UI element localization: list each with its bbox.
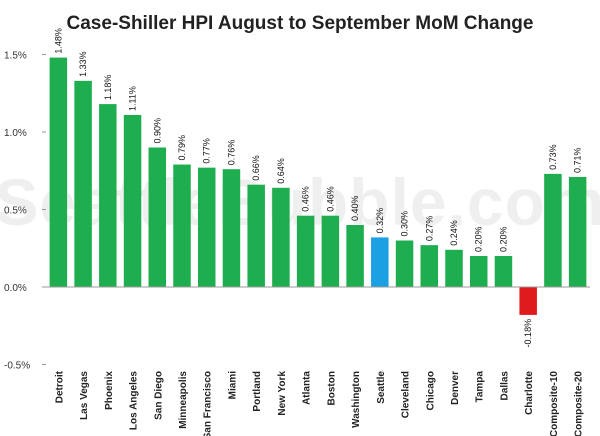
value-label: 0.90% [152,118,162,144]
y-tick-label: 1.5% [4,51,27,62]
category-label: San Diego [153,371,164,420]
category-label: Composite-10 [549,371,560,436]
category-label: Dallas [499,371,510,401]
value-label: 1.48% [53,28,63,54]
chart-title: Case-Shiller HPI August to September MoM… [67,13,534,34]
bar [173,164,191,287]
value-label: 0.46% [325,186,335,212]
bar [247,184,265,287]
bar [445,249,463,287]
value-label: 0.77% [202,138,212,164]
bar [469,256,488,287]
bars-group [49,57,587,315]
bar [371,237,389,287]
category-label: Phoenix [104,371,115,410]
category-labels-group: Detroit Las Vegas Phoenix Los Angeles San Di… [54,370,584,436]
bar [494,256,513,287]
bar [49,57,68,287]
value-label: 0.46% [301,186,311,212]
category-label: Washington [351,371,362,428]
category-label: Boston [326,371,337,405]
value-label: 0.27% [424,216,434,242]
category-label: Chicago [425,371,436,410]
category-label: Los Angeles [129,371,140,431]
bar [197,167,216,287]
bar [123,114,142,287]
value-label: 0.20% [474,226,484,252]
bar [296,215,315,287]
value-labels-group: 1.48% 1.33% 1.18% 1.11% 0.90% 0.79% 0.77% 0.76%… [53,28,582,347]
value-label: 0.66% [251,155,261,181]
value-label: 0.79% [177,135,187,161]
value-label: 0.64% [276,158,286,184]
value-label: 0.73% [548,144,558,170]
value-label: 0.32% [375,208,385,234]
value-label: 1.11% [128,86,138,111]
category-label: Tampa [475,371,486,403]
bar [74,80,92,287]
category-label: New York [277,371,288,416]
category-label: Miami [227,371,238,400]
bar [148,147,167,287]
category-label: Composite-20 [574,371,585,436]
bar [395,240,414,287]
category-label: San Francisco [203,371,214,436]
y-tick-label: -0.5% [4,361,30,372]
category-label: Portland [252,371,263,412]
category-label: Denver [450,371,461,405]
value-label: 1.18% [103,75,113,101]
value-label: -0.18% [523,319,533,348]
value-label: 0.76% [226,140,236,166]
value-label: 0.20% [498,226,508,252]
y-tick-label: 0.5% [4,206,27,217]
bar [272,187,290,287]
y-axis: -0.5% 0.0% 0.5% 1.0% 1.5% [4,51,46,372]
bar [346,225,364,287]
value-label: 1.33% [78,51,88,77]
bar [519,287,537,315]
category-label: Minneapolis [178,371,189,429]
category-label: Cleveland [401,371,412,418]
bar [222,169,241,287]
category-label: Atlanta [302,371,313,405]
category-label: Detroit [54,370,65,403]
value-label: 0.24% [449,220,459,246]
y-tick-label: 0.0% [4,283,27,294]
value-label: 0.71% [573,147,583,173]
bar [544,173,562,287]
bar [420,245,439,287]
category-label: Seattle [376,371,387,404]
category-label: Charlotte [524,371,535,415]
value-label: 0.40% [350,195,360,221]
value-label: 0.30% [400,211,410,237]
bar [321,215,340,287]
category-label: Las Vegas [79,371,90,420]
y-tick-label: 1.0% [4,128,27,139]
bar [99,104,117,287]
bar [568,176,587,287]
